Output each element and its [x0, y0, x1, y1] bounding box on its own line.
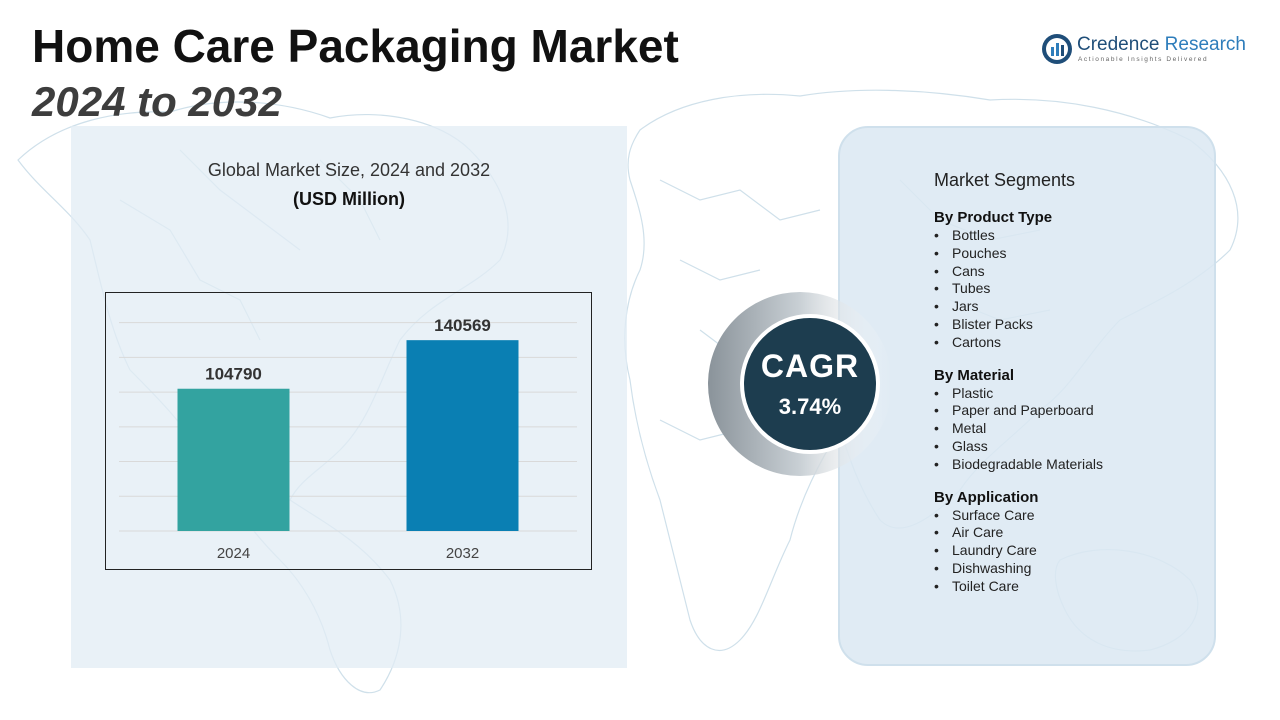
segment-list-item: • Pouches — [934, 245, 1214, 263]
segment-item-label: Air Care — [952, 524, 1004, 541]
bullet-icon: • — [934, 577, 939, 594]
bullet-icon: • — [934, 333, 939, 350]
segment-group: By Product Type • Bottles • Pouches • Cans • Tub… — [934, 209, 1214, 352]
segment-item-label: Laundry Care — [952, 542, 1037, 559]
segment-item-label: Plastic — [952, 384, 994, 401]
segment-item-label: Blister Packs — [952, 315, 1033, 332]
logo-tagline: Actionable Insights Delivered — [1078, 56, 1209, 63]
bullet-icon: • — [934, 280, 939, 297]
segment-item-label: Toilet Care — [952, 577, 1019, 594]
bar-chart: 104790 2024 140569 2032 — [105, 292, 592, 570]
cagr-circle: CAGR 3.74% — [740, 314, 880, 454]
segment-list-item: • Cartons — [934, 334, 1214, 352]
chart-frame — [105, 292, 592, 570]
segment-item-label: Paper and Paperboard — [952, 402, 1094, 419]
segment-item-label: Tubes — [952, 280, 991, 297]
segment-list-item: • Jars — [934, 298, 1214, 316]
segment-list: • Bottles • Pouches • Cans • Tubes • Jars • Blister… — [934, 227, 1214, 352]
segment-item-label: Cans — [952, 262, 985, 279]
segment-list-item: • Toilet Care — [934, 578, 1214, 596]
segment-list-item: • Glass — [934, 438, 1214, 456]
credence-research-logo: Credence Research Actionable Insights De… — [1040, 32, 1260, 68]
bullet-icon: • — [934, 227, 939, 243]
page-title: Home Care Packaging Market — [32, 20, 679, 72]
segment-group: By Material • Plastic • Paper and Paperboard… — [934, 367, 1214, 474]
segment-group-title: By Product Type — [934, 209, 1053, 226]
segment-list-item: • Laundry Care — [934, 542, 1214, 560]
chart-bars — [177, 340, 519, 531]
segment-item-label: Metal — [952, 420, 987, 437]
segments-content: Market Segments By Product Type • Bottles •… — [934, 170, 1214, 611]
bullet-icon: • — [934, 542, 939, 559]
segment-list-item: • Metal — [934, 420, 1214, 438]
bullet-icon: • — [934, 420, 939, 437]
bar-2024 — [177, 388, 290, 531]
segment-item-label: Biodegradable Materials — [952, 455, 1103, 472]
bullet-icon: • — [934, 298, 939, 315]
logo-name-part1: Credence — [1077, 34, 1160, 55]
chart-unit-label: (USD Million) — [293, 189, 405, 209]
segment-list-item: • Blister Packs — [934, 316, 1214, 334]
segment-item-label: Bottles — [952, 227, 995, 243]
chart-labels: 104790 2024 140569 2032 — [205, 316, 491, 562]
bullet-icon: • — [934, 524, 939, 541]
cagr-value: 3.74% — [778, 394, 842, 419]
segment-list: • Plastic • Paper and Paperboard • Metal • Glas… — [934, 385, 1214, 474]
logo-icon — [1042, 34, 1072, 64]
segment-item-label: Surface Care — [952, 506, 1035, 523]
segment-list-item: • Surface Care — [934, 507, 1214, 525]
segment-list-item: • Biodegradable Materials — [934, 456, 1214, 474]
segment-list: • Surface Care • Air Care • Laundry Care • Dish… — [934, 507, 1214, 596]
segment-item-label: Dishwashing — [952, 559, 1032, 576]
logo-name-part2: Research — [1164, 34, 1246, 55]
bullet-icon: • — [934, 402, 939, 419]
segment-list-item: • Dishwashing — [934, 560, 1214, 578]
segment-group-title: By Material — [934, 366, 1015, 384]
segment-group: By Application • Surface Care • Air Care • Lau… — [934, 489, 1214, 596]
segment-list-item: • Plastic — [934, 385, 1214, 403]
segment-group-title: By Application — [934, 488, 1039, 506]
segment-list-item: • Paper and Paperboard — [934, 402, 1214, 420]
x-tick-label-2024: 2024 — [217, 545, 250, 562]
segment-groups: By Product Type • Bottles • Pouches • Cans • Tub… — [934, 209, 1214, 596]
segment-list-item: • Air Care — [934, 524, 1214, 542]
cagr-badge: CAGR 3.74% — [706, 290, 894, 478]
bullet-icon: • — [934, 262, 939, 279]
segment-item-label: Pouches — [952, 244, 1007, 261]
page-subtitle: 2024 to 2032 — [32, 78, 282, 125]
bullet-icon: • — [934, 559, 939, 576]
segment-item-label: Jars — [952, 298, 979, 315]
segments-heading: Market Segments — [934, 170, 1076, 190]
chart-title: Global Market Size, 2024 and 2032 — [207, 160, 491, 180]
bullet-icon: • — [934, 315, 939, 332]
segment-list-item: • Tubes — [934, 280, 1214, 298]
segment-list-item: • Bottles — [934, 227, 1214, 245]
cagr-label: CAGR — [760, 348, 860, 384]
segment-list-item: • Cans — [934, 263, 1214, 281]
segment-item-label: Cartons — [952, 333, 1002, 350]
bullet-icon: • — [934, 384, 939, 401]
logo-name: Credence Research — [1077, 34, 1246, 56]
bullet-icon: • — [934, 437, 939, 454]
x-tick-label-2032: 2032 — [446, 545, 479, 562]
bullet-icon: • — [934, 455, 939, 472]
segment-item-label: Glass — [952, 437, 988, 454]
bullet-icon: • — [934, 506, 939, 523]
chart-panel — [71, 126, 627, 668]
market-segments-panel — [838, 126, 1216, 666]
bullet-icon: • — [934, 244, 939, 261]
data-label-2024: 104790 — [205, 365, 262, 384]
bar-2032 — [406, 340, 519, 531]
data-label-2032: 140569 — [434, 316, 491, 335]
